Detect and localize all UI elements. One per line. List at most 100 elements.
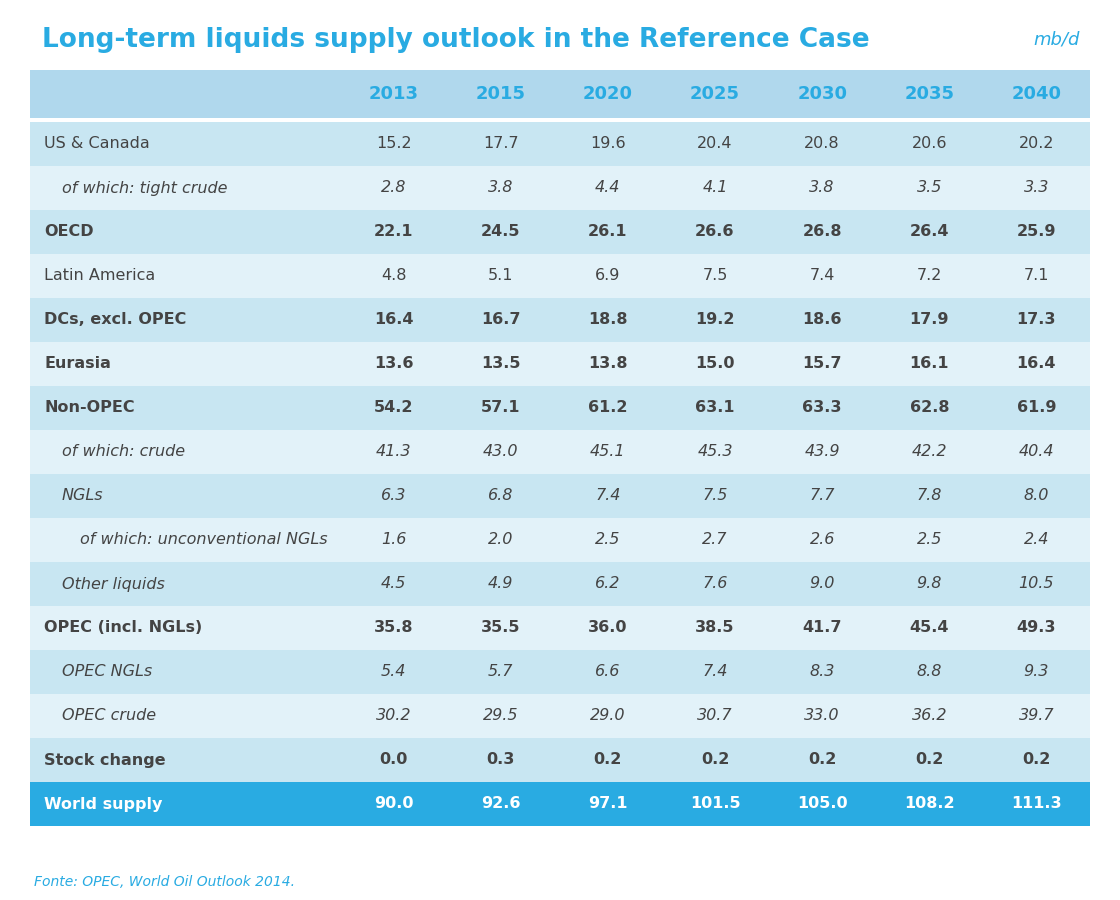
Bar	[30, 166, 1090, 210]
Text: 19.2: 19.2	[696, 312, 735, 328]
Text: World supply: World supply	[44, 796, 162, 812]
Text: 97.1: 97.1	[588, 796, 627, 812]
Text: 26.4: 26.4	[909, 224, 949, 239]
Text: 57.1: 57.1	[480, 400, 521, 416]
Text: 2013: 2013	[368, 85, 419, 103]
Text: 3.5: 3.5	[916, 181, 942, 195]
Text: 17.3: 17.3	[1017, 312, 1056, 328]
Text: 54.2: 54.2	[374, 400, 413, 416]
Text: 25.9: 25.9	[1017, 224, 1056, 239]
Bar	[30, 518, 1090, 562]
Text: 35.5: 35.5	[480, 620, 521, 635]
Text: 2.8: 2.8	[381, 181, 407, 195]
Text: 6.2: 6.2	[595, 577, 620, 591]
Text: 105.0: 105.0	[796, 796, 848, 812]
Text: Non-OPEC: Non-OPEC	[44, 400, 134, 416]
Text: Eurasia: Eurasia	[44, 356, 111, 372]
Text: 2025: 2025	[690, 85, 740, 103]
Text: Stock change: Stock change	[44, 752, 166, 768]
Text: 111.3: 111.3	[1011, 796, 1062, 812]
Text: of which: tight crude: of which: tight crude	[62, 181, 227, 195]
Text: 41.7: 41.7	[802, 620, 842, 635]
Text: 8.0: 8.0	[1024, 489, 1049, 503]
Text: 20.2: 20.2	[1019, 137, 1054, 151]
Text: 19.6: 19.6	[590, 137, 626, 151]
Bar	[30, 342, 1090, 386]
Text: 4.1: 4.1	[702, 181, 728, 195]
Text: 2040: 2040	[1011, 85, 1062, 103]
Text: 18.8: 18.8	[588, 312, 627, 328]
Text: 29.5: 29.5	[483, 708, 519, 724]
Text: 5.1: 5.1	[488, 268, 513, 284]
Text: 6.8: 6.8	[488, 489, 513, 503]
Text: 16.4: 16.4	[1017, 356, 1056, 372]
Text: 39.7: 39.7	[1019, 708, 1054, 724]
Text: mb/d: mb/d	[1034, 31, 1080, 49]
Text: OPEC (incl. NGLs): OPEC (incl. NGLs)	[44, 620, 203, 635]
Text: 13.6: 13.6	[374, 356, 413, 372]
Text: 7.2: 7.2	[916, 268, 942, 284]
Text: 6.6: 6.6	[595, 664, 620, 680]
Bar	[30, 430, 1090, 474]
Text: 2035: 2035	[904, 85, 954, 103]
Text: 2.4: 2.4	[1024, 533, 1049, 547]
Bar	[30, 694, 1090, 738]
Text: 26.1: 26.1	[588, 224, 627, 239]
Text: 26.6: 26.6	[696, 224, 735, 239]
Text: 3.8: 3.8	[810, 181, 834, 195]
Text: OECD: OECD	[44, 224, 94, 239]
Text: 2.6: 2.6	[810, 533, 834, 547]
Text: 61.2: 61.2	[588, 400, 627, 416]
Text: 5.7: 5.7	[488, 664, 513, 680]
Bar	[30, 386, 1090, 430]
Text: NGLs: NGLs	[62, 489, 104, 503]
Text: 7.5: 7.5	[702, 489, 728, 503]
Text: 4.5: 4.5	[381, 577, 407, 591]
Bar	[30, 70, 1090, 118]
Text: 45.1: 45.1	[590, 445, 626, 460]
Text: 13.8: 13.8	[588, 356, 627, 372]
Text: of which: unconventional NGLs: of which: unconventional NGLs	[80, 533, 328, 547]
Text: 92.6: 92.6	[480, 796, 521, 812]
Text: 2030: 2030	[797, 85, 847, 103]
Text: 15.2: 15.2	[375, 137, 411, 151]
Text: DCs, excl. OPEC: DCs, excl. OPEC	[44, 312, 186, 328]
Text: 2.0: 2.0	[488, 533, 513, 547]
Text: 2.5: 2.5	[916, 533, 942, 547]
Text: 40.4: 40.4	[1019, 445, 1054, 460]
Text: 0.2: 0.2	[1023, 752, 1051, 768]
Text: 5.4: 5.4	[381, 664, 407, 680]
Text: 22.1: 22.1	[374, 224, 413, 239]
Text: 15.0: 15.0	[696, 356, 735, 372]
Text: 18.6: 18.6	[802, 312, 842, 328]
Text: 61.9: 61.9	[1017, 400, 1056, 416]
Text: 7.4: 7.4	[810, 268, 834, 284]
Text: 20.8: 20.8	[804, 137, 840, 151]
Text: 6.9: 6.9	[595, 268, 620, 284]
Text: 90.0: 90.0	[374, 796, 413, 812]
Text: 0.0: 0.0	[380, 752, 408, 768]
Text: 63.3: 63.3	[802, 400, 842, 416]
Text: 24.5: 24.5	[480, 224, 521, 239]
Text: 13.5: 13.5	[480, 356, 521, 372]
Text: 30.2: 30.2	[376, 708, 411, 724]
Text: 7.4: 7.4	[702, 664, 728, 680]
Text: 43.9: 43.9	[804, 445, 840, 460]
Text: 2.5: 2.5	[595, 533, 620, 547]
Text: 20.6: 20.6	[912, 137, 948, 151]
Text: 7.7: 7.7	[810, 489, 834, 503]
Text: 4.8: 4.8	[381, 268, 407, 284]
Text: 36.2: 36.2	[912, 708, 948, 724]
Text: 43.0: 43.0	[483, 445, 519, 460]
Text: 6.3: 6.3	[381, 489, 407, 503]
Bar	[30, 298, 1090, 342]
Text: 62.8: 62.8	[909, 400, 949, 416]
Bar	[30, 606, 1090, 650]
Text: 2015: 2015	[476, 85, 525, 103]
Text: 49.3: 49.3	[1017, 620, 1056, 635]
Bar	[30, 782, 1090, 826]
Text: 26.8: 26.8	[802, 224, 842, 239]
Text: 15.7: 15.7	[802, 356, 842, 372]
Text: 7.4: 7.4	[595, 489, 620, 503]
Bar	[30, 210, 1090, 254]
